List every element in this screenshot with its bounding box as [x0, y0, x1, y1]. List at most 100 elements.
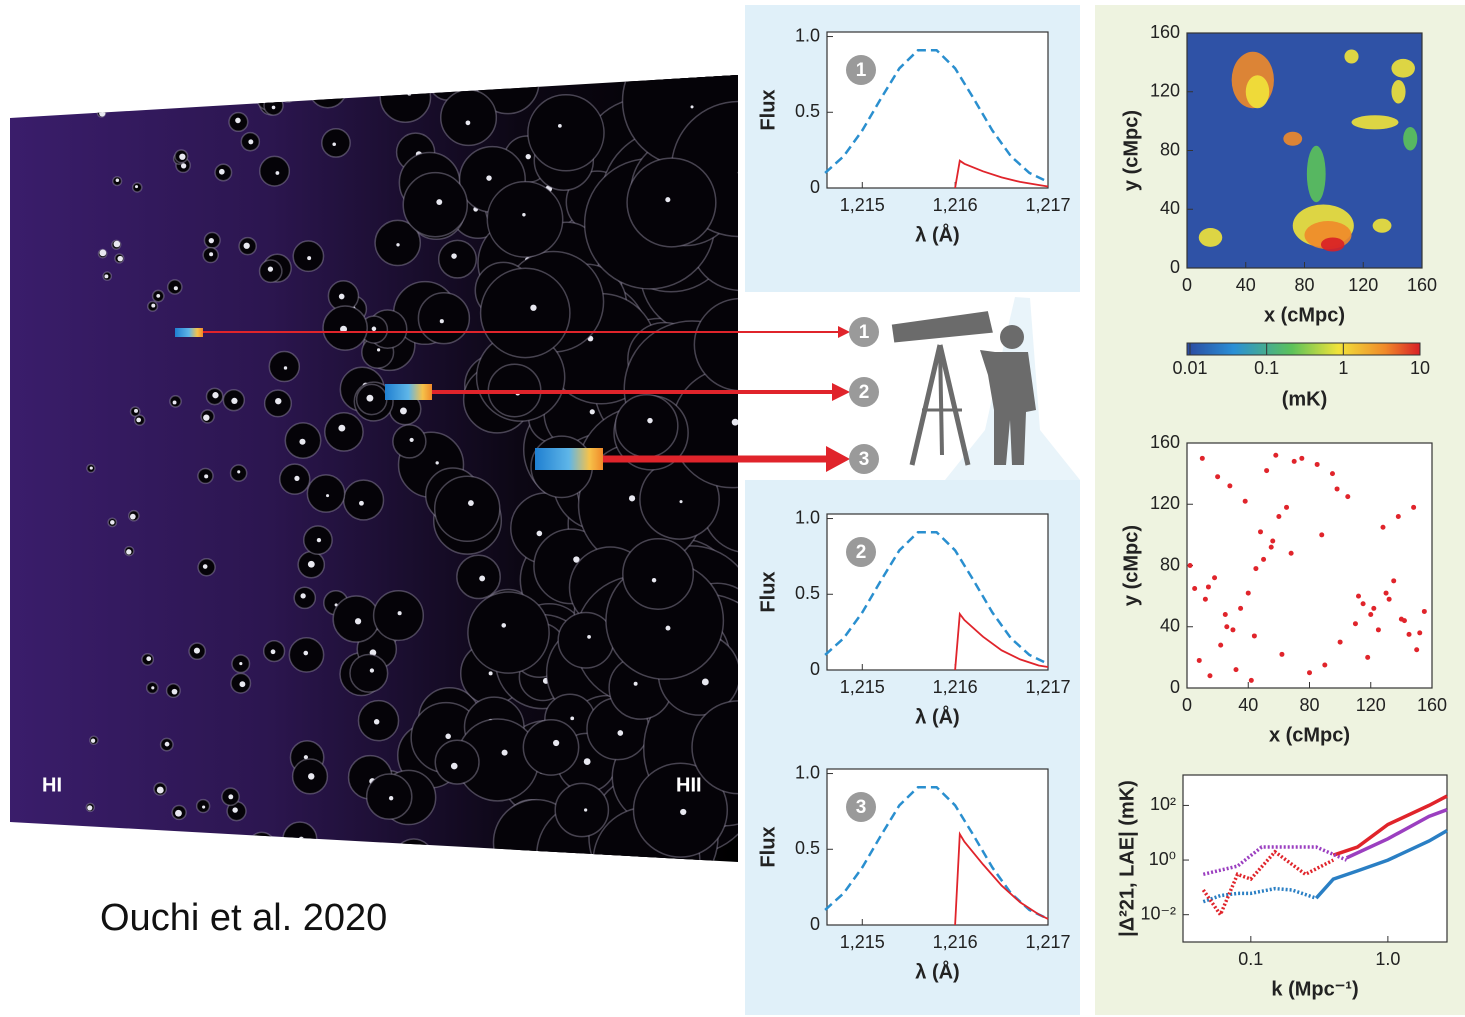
- galaxy: [134, 409, 138, 413]
- sightline-markers: 1 2 3: [849, 317, 879, 474]
- y-tick-label: 1.0: [795, 507, 820, 527]
- y-tick-label: 120: [1150, 493, 1180, 513]
- galaxy: [317, 538, 321, 542]
- galaxy: [666, 626, 671, 631]
- map-region: [1391, 59, 1415, 78]
- galaxy: [590, 409, 595, 414]
- y-tick-label: 1.0: [795, 25, 820, 45]
- arrowhead: [832, 383, 850, 401]
- galaxy: [408, 859, 413, 864]
- point: [1376, 627, 1381, 632]
- galaxy: [634, 682, 638, 686]
- galaxy: [146, 656, 151, 661]
- map-region: [1373, 219, 1392, 233]
- x-axis-label: λ (Å): [915, 959, 959, 983]
- galaxy: [244, 243, 250, 249]
- y-tick-label: 160: [1150, 22, 1180, 42]
- galaxy: [303, 651, 308, 656]
- point: [1319, 532, 1324, 537]
- bubble: [380, 72, 430, 122]
- galaxy: [232, 807, 237, 812]
- x-tick-label: 1,215: [840, 195, 885, 215]
- y-tick-label: 10²: [1150, 794, 1176, 814]
- galaxy: [239, 681, 245, 687]
- map-region: [1391, 80, 1405, 104]
- point: [1215, 474, 1220, 479]
- galaxy: [592, 854, 596, 858]
- point: [1253, 566, 1258, 571]
- galaxy: [91, 739, 95, 743]
- galaxy: [248, 139, 253, 144]
- y-tick-label: 1.0: [795, 762, 820, 782]
- point: [1207, 673, 1212, 678]
- galaxy: [175, 810, 182, 817]
- x-tick-label: 120: [1356, 695, 1386, 715]
- galaxy: [436, 199, 442, 205]
- galaxy: [267, 96, 273, 102]
- bubble: [694, 299, 786, 391]
- galaxy: [617, 730, 623, 736]
- galaxy: [691, 105, 694, 108]
- bubble: [615, 395, 677, 457]
- y-axis-label: Flux: [757, 826, 779, 867]
- galaxy: [235, 118, 241, 124]
- colorbar-tick-label: 0.1: [1254, 358, 1279, 378]
- galaxy: [451, 763, 458, 770]
- bubble: [393, 425, 426, 458]
- point: [1361, 601, 1366, 606]
- galaxy: [307, 256, 311, 260]
- galaxy: [332, 142, 336, 146]
- y-tick-label: 10⁰: [1149, 849, 1176, 869]
- galaxy: [372, 327, 377, 332]
- galaxy: [530, 305, 536, 311]
- galaxy: [407, 92, 411, 96]
- galaxy: [748, 322, 753, 327]
- galaxy: [135, 185, 138, 188]
- bubble: [418, 293, 469, 344]
- galaxy: [377, 348, 380, 351]
- point: [1391, 578, 1396, 583]
- point: [1279, 652, 1284, 657]
- observer: [892, 297, 1080, 480]
- galaxy: [587, 635, 591, 639]
- galaxy: [702, 679, 709, 686]
- galaxy: [468, 500, 474, 506]
- point: [1227, 483, 1232, 488]
- bubble: [555, 783, 608, 836]
- galaxy: [440, 319, 444, 323]
- galaxy: [151, 304, 155, 308]
- galaxy: [104, 274, 108, 278]
- galaxy: [136, 418, 141, 423]
- galaxy: [326, 84, 332, 90]
- galaxy: [396, 243, 399, 246]
- y-axis-label: y (cMpc): [1120, 525, 1142, 606]
- point: [1258, 529, 1263, 534]
- y-tick-label: 0: [1170, 677, 1180, 697]
- point: [1384, 591, 1389, 596]
- bubble: [528, 95, 604, 171]
- galaxy: [410, 438, 414, 442]
- point: [1422, 609, 1427, 614]
- point: [1203, 597, 1208, 602]
- galaxy: [237, 470, 240, 473]
- bubble: [441, 90, 497, 146]
- x-tick-label: 1,217: [1025, 677, 1070, 697]
- bubble: [435, 476, 500, 541]
- galaxy: [522, 213, 525, 216]
- bubble: [403, 173, 467, 237]
- bubble: [344, 480, 384, 520]
- plot-area: [1183, 775, 1447, 942]
- galaxy: [157, 787, 164, 794]
- bubble: [269, 352, 299, 382]
- x-axis-label: λ (Å): [915, 704, 959, 728]
- point: [1345, 494, 1350, 499]
- point: [1353, 621, 1358, 626]
- telescope-tube: [892, 311, 993, 347]
- map-region: [1352, 115, 1399, 129]
- point: [1197, 658, 1202, 663]
- citation: Ouchi et al. 2020: [100, 897, 387, 939]
- galaxy: [570, 716, 574, 720]
- point: [1249, 678, 1254, 683]
- x-tick-label: 0: [1182, 695, 1192, 715]
- galaxy: [99, 110, 105, 116]
